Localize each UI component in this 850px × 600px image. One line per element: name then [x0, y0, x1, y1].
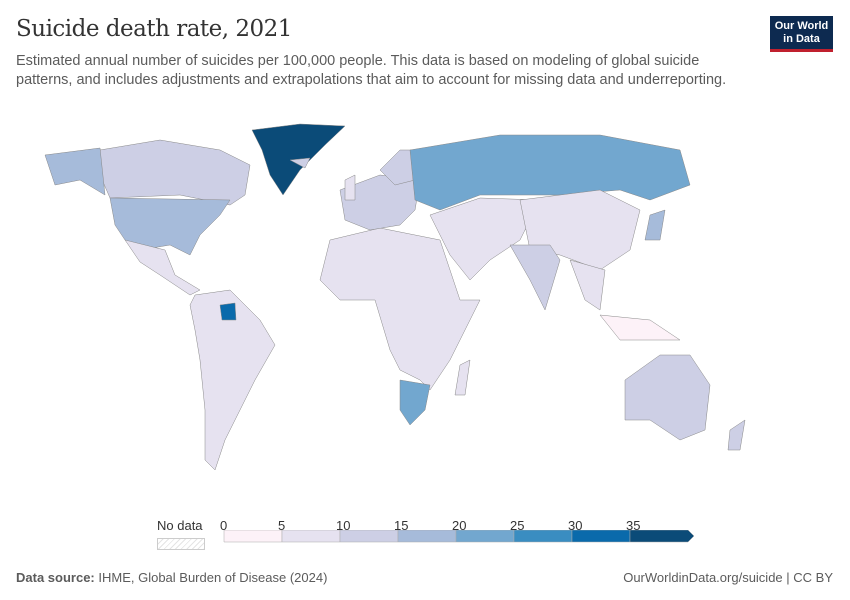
region-alaska[interactable]	[44, 147, 106, 196]
legend-tick-20: 20	[452, 518, 467, 533]
legend-bin-35[interactable]	[629, 530, 695, 543]
source-text: IHME, Global Burden of Disease (2024)	[94, 570, 328, 585]
legend-tick-10: 10	[336, 518, 351, 533]
region-south-america[interactable]	[189, 289, 276, 471]
region-canada[interactable]	[99, 139, 251, 206]
legend-tick-35: 35	[626, 518, 641, 533]
region-australia[interactable]	[624, 354, 711, 441]
region-mexico-central-america[interactable]	[124, 239, 201, 296]
source-label: Data source:	[16, 570, 95, 585]
region-guyana[interactable]	[219, 302, 237, 321]
legend-tick-30: 30	[568, 518, 583, 533]
region-united-kingdom[interactable]	[344, 174, 356, 201]
region-new-zealand[interactable]	[727, 419, 746, 451]
region-madagascar[interactable]	[454, 359, 471, 396]
legend-no-data-label: No data	[157, 518, 203, 533]
region-india[interactable]	[509, 244, 561, 311]
legend-bin-0[interactable]	[223, 530, 283, 543]
source-url[interactable]: OurWorldinData.org/suicide | CC BY	[623, 570, 833, 585]
legend-tick-0: 0	[220, 518, 228, 533]
region-united-states[interactable]	[109, 197, 231, 256]
legend-no-data-swatch	[157, 538, 205, 550]
legend-tick-25: 25	[510, 518, 525, 533]
data-source: Data source: IHME, Global Burden of Dise…	[16, 570, 327, 585]
region-southeast-asia[interactable]	[569, 259, 606, 311]
owid-logo[interactable]: Our World in Data	[770, 16, 833, 52]
region-southern-africa[interactable]	[399, 379, 431, 426]
chart-title: Suicide death rate, 2021	[16, 16, 292, 42]
region-russia[interactable]	[409, 134, 691, 211]
legend-bin-5[interactable]	[281, 530, 341, 543]
chart-subtitle: Estimated annual number of suicides per …	[16, 53, 727, 88]
legend-tick-5: 5	[278, 518, 286, 533]
region-middle-east-central-asia[interactable]	[429, 197, 541, 281]
world-map[interactable]	[0, 110, 850, 510]
legend-tick-15: 15	[394, 518, 409, 533]
region-iceland[interactable]	[289, 157, 311, 169]
color-legend	[223, 530, 695, 543]
region-japan[interactable]	[644, 209, 666, 241]
region-indonesia[interactable]	[599, 314, 681, 341]
